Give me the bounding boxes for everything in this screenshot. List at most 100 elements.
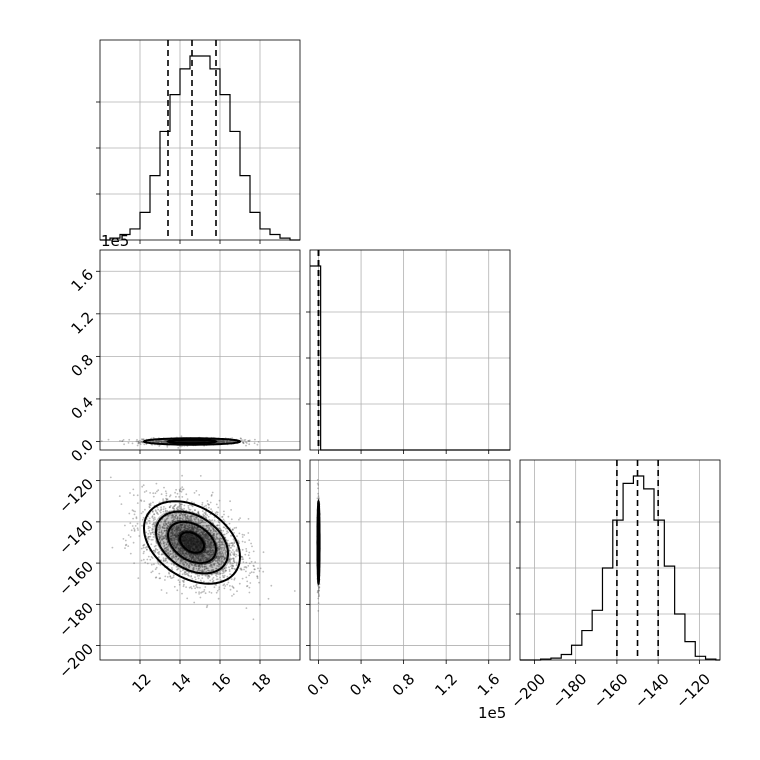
scatter-point (192, 556, 194, 559)
scatter-point (163, 529, 166, 532)
scatter-point (175, 535, 178, 537)
scatter-point (318, 589, 320, 592)
scatter-point (194, 587, 197, 590)
scatter-point (175, 526, 178, 529)
scatter-point (170, 563, 173, 565)
scatter-point (225, 553, 227, 556)
scatter-point (127, 545, 130, 547)
scatter-point (317, 597, 320, 600)
scatter-point (218, 551, 221, 554)
scatter-point (256, 443, 259, 446)
scatter-point (233, 561, 236, 564)
scatter-point (215, 574, 217, 577)
scatter-point (164, 547, 167, 550)
scatter-point (173, 520, 175, 523)
scatter-point (179, 548, 182, 551)
scatter-point (144, 546, 147, 549)
scatter-point (133, 562, 136, 565)
scatter-point (242, 558, 245, 561)
scatter-point (173, 529, 176, 532)
scatter-point (130, 529, 133, 532)
scatter-point (182, 552, 185, 555)
scatter-point (164, 439, 167, 442)
scatter-point (251, 545, 253, 548)
scatter-point (176, 568, 179, 571)
scatter-point (198, 569, 201, 572)
scatter-point (205, 570, 208, 573)
scatter-point (199, 556, 201, 558)
scatter-point (210, 569, 213, 572)
scatter-point (177, 505, 179, 508)
scatter-point (233, 551, 236, 553)
scatter-point (208, 526, 211, 529)
scatter-point (189, 515, 192, 517)
scatter-point (179, 529, 182, 531)
scatter-point (212, 528, 215, 531)
scatter-point (167, 548, 170, 550)
scatter-point (211, 534, 214, 536)
scatter-point (176, 527, 179, 530)
scatter-point (165, 543, 168, 546)
scatter-point (183, 583, 185, 586)
scatter-point (180, 523, 183, 526)
scatter-point (217, 558, 219, 561)
scatter-point (171, 534, 173, 537)
scatter-point (172, 520, 174, 523)
scatter-point (191, 528, 194, 530)
histogram-step (520, 475, 720, 661)
y-tick-label: −140 (55, 516, 97, 558)
scatter-point (148, 503, 151, 506)
scatter-point (118, 495, 121, 497)
scatter-point (154, 551, 156, 554)
scatter-point (209, 542, 212, 544)
scatter-point (173, 534, 176, 536)
scatter-point (169, 575, 172, 577)
scatter-point (262, 570, 265, 573)
scatter-point (223, 526, 226, 529)
scatter-point (188, 508, 191, 511)
scatter-point (175, 528, 177, 531)
scatter-point (155, 440, 157, 442)
scatter-point (140, 512, 143, 515)
scatter-point (157, 508, 160, 511)
scatter-point (195, 490, 198, 492)
scatter-point (163, 537, 166, 540)
scatter-point (176, 525, 179, 528)
scatter-point (182, 581, 185, 584)
scatter-point (189, 562, 192, 564)
scatter-point (246, 585, 248, 588)
scatter-point (219, 529, 222, 532)
scatter-point (148, 538, 150, 541)
scatter-point (243, 439, 246, 442)
scatter-point (183, 528, 186, 531)
scatter-point (206, 544, 209, 547)
scatter-point (183, 507, 186, 510)
scatter-point (146, 522, 148, 525)
scatter-point (216, 524, 219, 527)
scatter-point (199, 521, 202, 524)
scatter-point (148, 529, 151, 532)
scatter-point (179, 514, 181, 517)
scatter-point (159, 511, 162, 514)
scatter-point (210, 494, 213, 496)
scatter-point (193, 567, 195, 569)
scatter-point (190, 554, 193, 557)
scatter-point (245, 570, 247, 573)
scatter-point (142, 438, 145, 441)
scatter-point (176, 517, 179, 520)
scatter-point (222, 549, 225, 552)
scatter-point (241, 540, 244, 543)
scatter-point (166, 524, 169, 527)
scatter-point (203, 531, 205, 533)
scatter-point (224, 552, 227, 554)
scatter-point (213, 529, 215, 531)
scatter-point (207, 549, 209, 552)
scatter-point (236, 535, 238, 537)
scatter-point (173, 509, 176, 512)
scatter-point (208, 553, 211, 556)
scatter-point (174, 520, 177, 523)
scatter-point (167, 544, 170, 546)
scatter-point (221, 555, 224, 558)
scatter-point (173, 534, 176, 537)
scatter-point (159, 541, 162, 543)
